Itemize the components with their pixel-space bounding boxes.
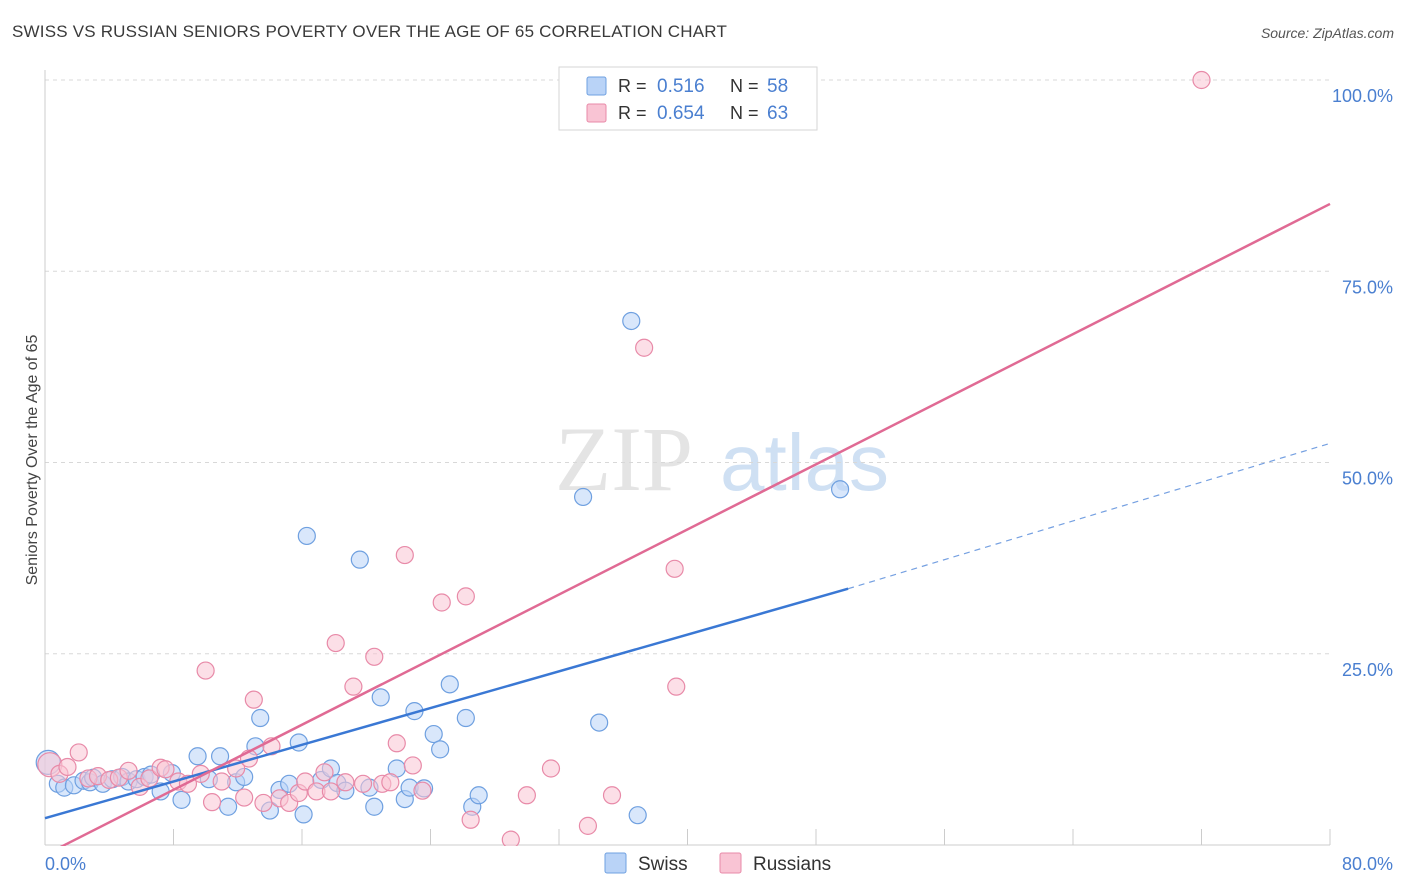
russians-point [321,782,341,801]
russians-point [244,690,263,709]
bottom-legend: Swiss Russians [604,852,831,875]
russians-point [69,743,88,762]
russians-point [140,769,159,788]
legend-r-label: R = [618,103,647,123]
swiss-trend-extension [847,442,1331,590]
swiss-point [210,747,230,766]
legend-swatch [586,76,607,96]
russians-point [395,545,414,565]
russians-point [315,763,334,782]
legend-n-value: 63 [767,103,788,124]
swiss-point [440,675,459,694]
russians-point [336,773,355,792]
russians-point [344,677,363,696]
legend-n-value: 58 [767,76,788,97]
russians-point [635,338,654,357]
swiss-point [431,740,450,759]
russians-point [212,772,231,791]
russians-point [456,587,475,606]
swiss-point [365,797,384,816]
russians-point [665,559,684,578]
swiss-point [350,550,369,569]
russians-point [541,759,561,778]
swiss-point [590,713,609,732]
russian-trend-line [44,202,1331,857]
swiss-point [371,688,390,707]
bottom-legend-label: Swiss [638,854,688,875]
legend-r-label: R = [618,76,647,96]
russians-point [119,761,138,780]
legend-swatch [586,103,607,123]
russians-point [156,760,175,779]
swiss-point [628,806,647,825]
russians-point [381,773,400,792]
russians-point [365,647,384,666]
bottom-legend-swatch [719,852,742,874]
swiss-point [251,708,270,728]
swiss-point [830,480,850,499]
russians-point [326,633,345,653]
swiss-point [573,487,593,507]
russians-point [501,830,520,849]
russians-point [196,661,215,680]
x-tick-label-start: 0.0% [45,854,86,874]
y-tick-label: 100.0% [1332,86,1393,106]
russians-point [667,677,686,696]
legend-n-label: N = [730,76,759,96]
x-tick-label-end: 80.0% [1342,854,1393,874]
russians-point [461,810,480,829]
legend-r-value: 0.654 [657,103,705,124]
russians-point [432,593,451,612]
swiss-point [622,311,641,331]
russians-point [387,734,406,753]
axis-mask [0,846,1406,892]
y-tick-label: 50.0% [1342,469,1393,489]
russians-point [403,756,422,775]
source-label: Source: ZipAtlas.com [1260,25,1394,41]
russians-point [578,816,598,835]
y-tick-label: 75.0% [1342,277,1393,297]
russians-point [517,786,536,805]
swiss-point [469,786,488,805]
russians-point [202,793,222,812]
swiss-point [424,724,443,744]
legend-r-value: 0.516 [657,76,705,97]
swiss-point [456,708,475,728]
russians-point [235,788,254,807]
bottom-legend-swatch [604,852,627,874]
series-swiss [35,311,850,825]
swiss-point [297,526,316,546]
russians-point [353,774,373,793]
watermark-atlas: atlas [720,418,889,507]
russians-point [254,793,273,813]
swiss-point [219,797,238,816]
swiss-point [188,747,207,766]
legend-box: R = 0.516 N = 58 R = 0.654 N = 63 [558,66,818,131]
chart-title: SWISS VS RUSSIAN SENIORS POVERTY OVER TH… [12,22,728,41]
russians-point [58,757,77,777]
swiss-trend-line [44,587,849,820]
swiss-point [294,805,313,824]
y-tick-label: 25.0% [1342,660,1393,680]
legend-n-label: N = [730,103,759,123]
russians-point [1192,70,1211,90]
bottom-legend-label: Russians [753,854,831,875]
russians-point [602,786,622,805]
russians-point [413,781,432,800]
swiss-point [172,790,191,809]
